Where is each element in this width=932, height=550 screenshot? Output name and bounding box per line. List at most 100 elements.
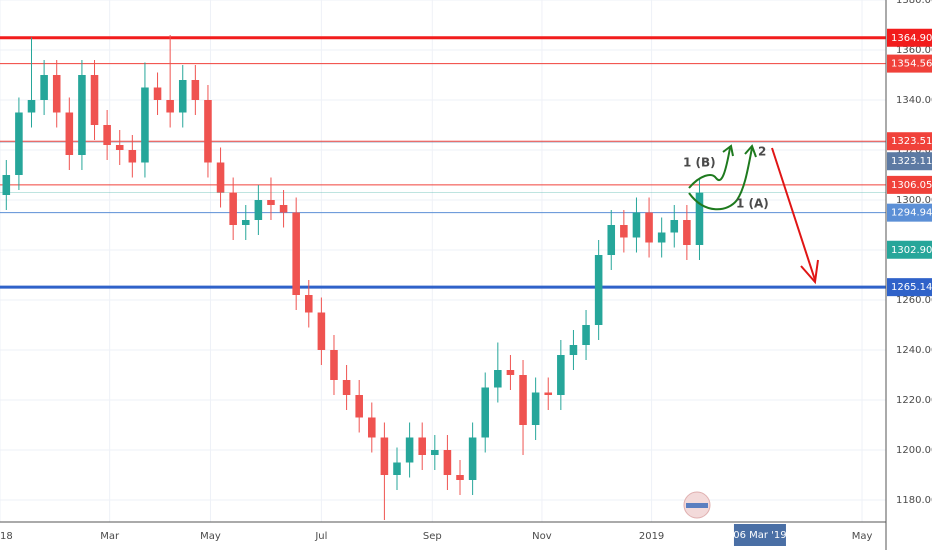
- price-label: 1302.90: [891, 245, 932, 256]
- watermark-logo: [683, 491, 711, 519]
- x-tick-label: Sep: [423, 531, 442, 542]
- candle-body: [317, 312, 326, 350]
- candle-body: [342, 380, 351, 395]
- x-axis-panel: [0, 522, 932, 550]
- level-price-label: 1364.90: [891, 33, 932, 44]
- wave-drawing: [688, 144, 819, 285]
- candle-body: [544, 392, 553, 395]
- price-box: [887, 152, 932, 171]
- candle-body: [683, 220, 691, 245]
- y-tick-label: 1340.00: [896, 95, 932, 106]
- candle-body: [494, 370, 502, 388]
- wave-2-path: [771, 147, 816, 281]
- candle-body: [481, 387, 490, 438]
- level-price-box: [887, 54, 932, 73]
- candle-body: [90, 75, 99, 125]
- level-price-label: 1323.51: [891, 136, 932, 147]
- candle-body: [393, 462, 401, 475]
- y-tick-label: 1320.00: [896, 145, 932, 156]
- level-price-box: [887, 278, 932, 297]
- price-box: [887, 240, 932, 259]
- wave-b-arrowhead: [722, 144, 734, 157]
- candle-body: [128, 150, 137, 163]
- y-tick-label: 1220.00: [896, 395, 932, 406]
- price-label: 1323.11: [891, 156, 932, 167]
- candle-body: [78, 75, 86, 155]
- candle-body: [40, 75, 48, 100]
- level-price-box: [887, 203, 932, 222]
- y-tick-label: 1360.00: [896, 45, 932, 56]
- x-tick-label: May: [200, 531, 221, 542]
- candle-body: [456, 475, 464, 480]
- candle-body: [695, 192, 704, 245]
- x-tick-label: Jul: [314, 531, 327, 542]
- candle-body: [670, 220, 679, 233]
- y-tick-label: 1260.00: [896, 295, 932, 306]
- candle-body: [304, 295, 313, 313]
- candle-body: [52, 75, 61, 113]
- x-marker-box: [733, 524, 786, 546]
- level-price-box: [887, 175, 932, 194]
- candle-body: [229, 192, 237, 225]
- candle-body: [582, 325, 590, 345]
- candle-body: [418, 437, 426, 455]
- candle-body: [178, 80, 187, 113]
- x-tick-label: Mar: [100, 531, 120, 542]
- y-tick-label: 1200.00: [896, 445, 932, 456]
- candle-body: [241, 220, 250, 225]
- wave-a-path: [688, 147, 753, 211]
- candle-body: [153, 87, 162, 100]
- y-tick-label: 1380.00: [896, 0, 932, 6]
- candle-body: [166, 100, 174, 113]
- x-marker-label: 06 Mar '19: [733, 530, 786, 541]
- candle-body: [292, 212, 300, 295]
- candle-body: [141, 87, 149, 163]
- candle-body: [506, 370, 515, 375]
- level-price-label: 1294.94: [891, 208, 932, 219]
- y-tick-label: 1180.00: [896, 495, 932, 506]
- x-tick-label: 2018: [0, 531, 13, 542]
- annotation: 2: [758, 145, 766, 159]
- x-tick-label: Nov: [532, 531, 552, 542]
- candle-body: [645, 212, 653, 243]
- candle-body: [607, 225, 616, 255]
- candle-body: [519, 375, 527, 425]
- candle-body: [380, 437, 389, 475]
- candle-body: [355, 395, 363, 418]
- x-tick-label: 2019: [639, 531, 664, 542]
- candle-body: [115, 145, 124, 150]
- candle-body: [632, 212, 641, 238]
- y-axis-panel: [886, 0, 932, 550]
- x-tick-label: May: [852, 531, 873, 542]
- candle-body: [330, 350, 338, 380]
- wave-b-path: [688, 147, 731, 189]
- candle-body: [254, 200, 263, 220]
- y-tick-label: 1240.00: [896, 345, 932, 356]
- candle-body: [279, 205, 288, 213]
- candle-body: [368, 417, 376, 438]
- candle-body: [468, 437, 477, 480]
- candle-body: [191, 80, 200, 100]
- candle-body: [2, 175, 11, 195]
- candle-body: [569, 345, 578, 355]
- candle-body: [204, 100, 212, 163]
- level-price-label: 1306.05: [891, 180, 932, 191]
- candle-body: [443, 450, 452, 475]
- candle-body: [103, 125, 111, 145]
- candle-body: [557, 355, 565, 395]
- candle-body: [620, 225, 628, 238]
- level-price-box: [887, 28, 932, 47]
- level-price-box: [887, 132, 932, 151]
- y-tick-label: 1300.00: [896, 195, 932, 206]
- candle-body: [267, 200, 275, 205]
- candle-body: [15, 112, 23, 175]
- annotation: 1 (A): [736, 197, 769, 211]
- candle-body: [431, 450, 439, 455]
- candle-body: [531, 392, 540, 425]
- candle-body: [594, 255, 603, 325]
- candle-body: [65, 112, 74, 155]
- candle-body: [657, 232, 666, 243]
- annotation: 1 (B): [683, 156, 716, 170]
